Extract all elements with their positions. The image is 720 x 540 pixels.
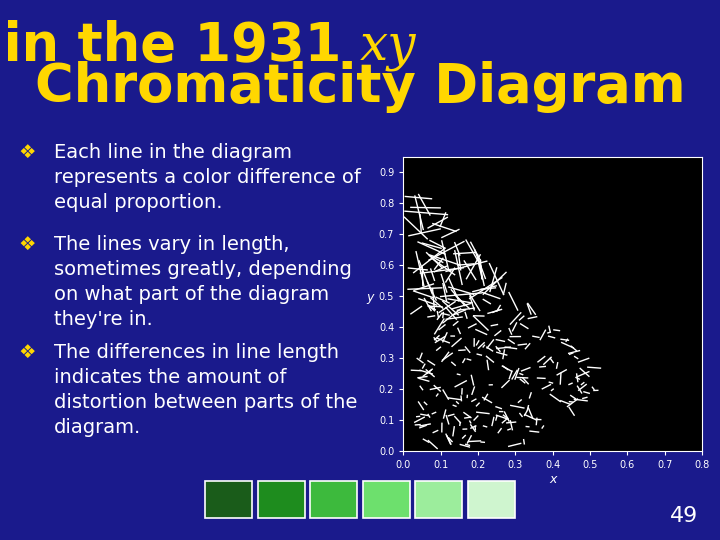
Text: Each line in the diagram
represents a color difference of
equal proportion.: Each line in the diagram represents a co…: [54, 143, 361, 212]
Text: ❖: ❖: [18, 343, 35, 362]
Y-axis label: y: y: [366, 291, 374, 303]
Bar: [363, 481, 410, 518]
Text: xy: xy: [360, 21, 416, 71]
Text: 49: 49: [670, 507, 698, 526]
Bar: [205, 481, 252, 518]
Text: Chromaticity Diagram: Chromaticity Diagram: [35, 62, 685, 113]
Text: The lines vary in length,
sometimes greatly, depending
on what part of the diagr: The lines vary in length, sometimes grea…: [54, 235, 352, 329]
Bar: [415, 481, 462, 518]
Text: The differences in line length
indicates the amount of
distortion between parts : The differences in line length indicates…: [54, 343, 357, 437]
Text: ❖: ❖: [18, 143, 35, 162]
Text: Inadequacies in the 1931: Inadequacies in the 1931: [0, 20, 360, 72]
Bar: [258, 481, 305, 518]
X-axis label: x: x: [549, 472, 557, 485]
Bar: [310, 481, 357, 518]
Text: ❖: ❖: [18, 235, 35, 254]
Bar: [468, 481, 515, 518]
